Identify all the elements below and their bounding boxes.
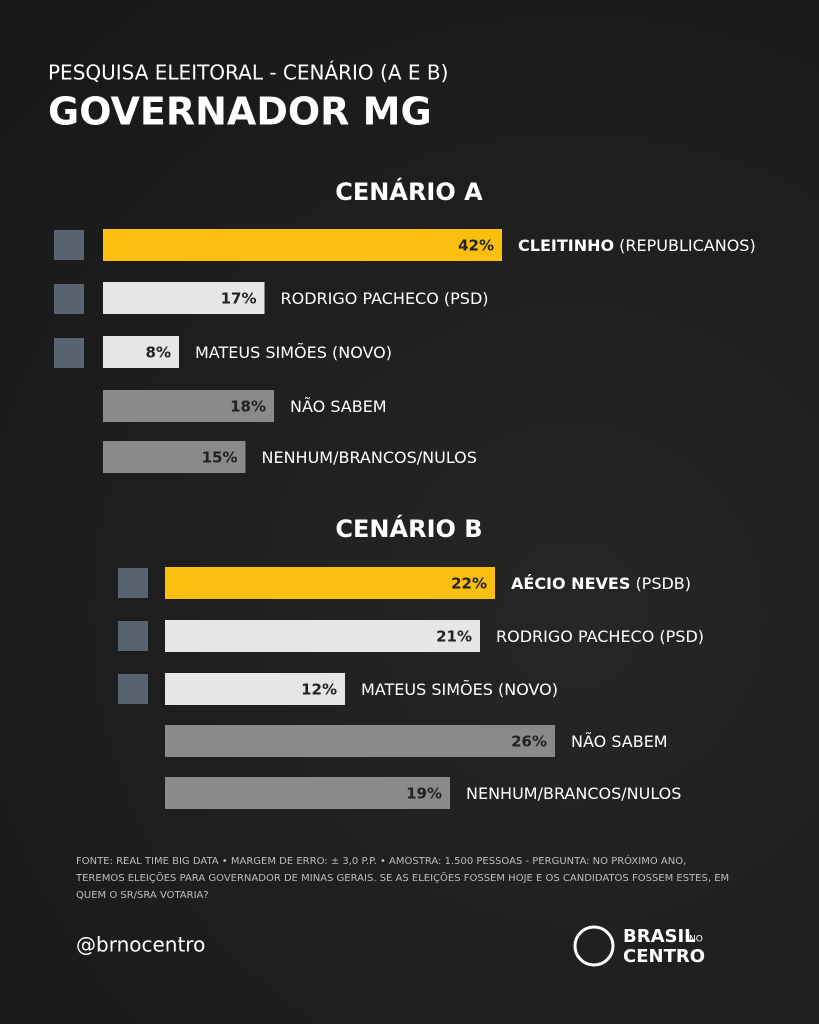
avatar <box>54 284 84 314</box>
avatars <box>54 230 148 704</box>
value-label: 17% <box>221 290 257 308</box>
category-label: RODRIGO PACHECO (PSD) <box>281 289 489 308</box>
avatar <box>54 338 84 368</box>
bar <box>165 725 555 757</box>
category-label: AÉCIO NEVES (PSDB) <box>511 574 691 593</box>
logo-text: NO <box>689 935 703 945</box>
value-label: 8% <box>146 344 171 362</box>
category-party: (NOVO) <box>332 343 392 362</box>
category-label: RODRIGO PACHECO (PSD) <box>496 627 704 646</box>
category-name: MATEUS SIMÕES <box>195 343 327 362</box>
category-name: RODRIGO PACHECO <box>496 627 654 646</box>
category-name: NENHUM/BRANCOS/NULOS <box>262 448 477 467</box>
category-label: NÃO SABEM <box>290 397 387 416</box>
value-label: 26% <box>511 733 547 751</box>
category-label: MATEUS SIMÕES (NOVO) <box>195 343 392 362</box>
avatar <box>118 568 148 598</box>
avatar <box>54 230 84 260</box>
category-party: (NOVO) <box>498 680 558 699</box>
category-party: (PSD) <box>444 289 489 308</box>
bar <box>103 336 179 368</box>
subtitle: PESQUISA ELEITORAL - CENÁRIO (A E B) <box>48 61 448 85</box>
avatar <box>118 674 148 704</box>
category-party: (PSDB) <box>635 574 691 593</box>
bar <box>103 441 246 473</box>
category-label: MATEUS SIMÕES (NOVO) <box>361 680 558 699</box>
category-label: NENHUM/BRANCOS/NULOS <box>262 448 477 467</box>
category-name: RODRIGO PACHECO <box>281 289 439 308</box>
category-name: NÃO SABEM <box>571 732 668 751</box>
category-name: MATEUS SIMÕES <box>361 680 493 699</box>
bar <box>103 229 502 261</box>
logo-text: BRASIL <box>623 926 696 947</box>
chart-title: CENÁRIO A <box>335 177 483 206</box>
bar <box>165 777 450 809</box>
category-label: CLEITINHO (REPUBLICANOS) <box>518 236 756 255</box>
category-label: NÃO SABEM <box>571 732 668 751</box>
title: GOVERNADOR MG <box>48 90 432 134</box>
value-label: 21% <box>436 628 472 646</box>
chart-title: CENÁRIO B <box>335 514 482 543</box>
category-party: (PSD) <box>659 627 704 646</box>
category-name: NENHUM/BRANCOS/NULOS <box>466 784 681 803</box>
category-name: CLEITINHO <box>518 236 614 255</box>
logo-icon <box>573 925 615 967</box>
logo-text: CENTRO <box>623 946 705 967</box>
bar <box>165 620 480 652</box>
category-name: NÃO SABEM <box>290 397 387 416</box>
category-label: NENHUM/BRANCOS/NULOS <box>466 784 681 803</box>
source-note: FONTE: REAL TIME BIG DATA • MARGEM DE ER… <box>76 856 730 901</box>
category-party: (REPUBLICANOS) <box>619 236 756 255</box>
value-label: 22% <box>451 575 487 593</box>
value-label: 12% <box>301 681 337 699</box>
value-label: 19% <box>406 785 442 803</box>
value-label: 42% <box>458 237 494 255</box>
value-label: 15% <box>202 449 238 467</box>
category-name: AÉCIO NEVES <box>511 574 630 593</box>
avatar <box>118 621 148 651</box>
handle: @brnocentro <box>76 933 205 957</box>
bar <box>165 673 345 705</box>
bar <box>165 567 495 599</box>
value-label: 18% <box>230 398 266 416</box>
bar <box>103 390 274 422</box>
bar <box>103 282 265 314</box>
